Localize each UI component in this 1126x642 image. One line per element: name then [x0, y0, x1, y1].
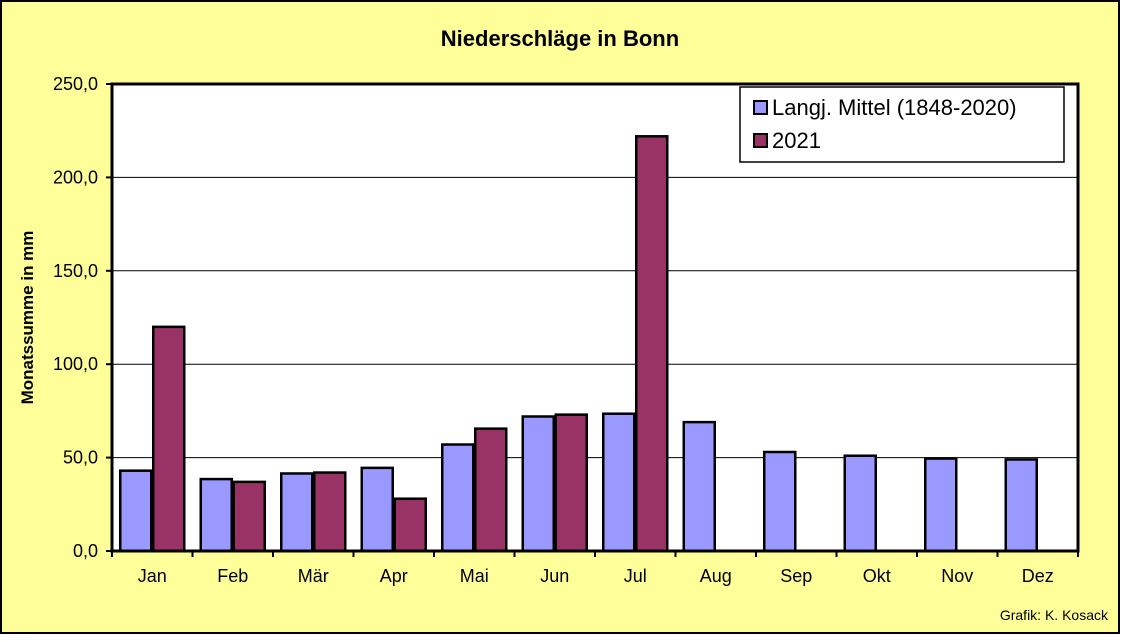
- bar: [393, 497, 427, 553]
- y-axis-ticks: 0,0 50,0 100,0 150,0 200,0 250,0: [53, 74, 112, 561]
- chart-title: Niederschläge in Bonn: [440, 26, 680, 51]
- x-tick-label: Jul: [624, 566, 647, 586]
- bar: [763, 450, 797, 553]
- legend-swatch: [753, 133, 768, 148]
- y-tick-label: 50,0: [63, 448, 98, 468]
- bar: [1004, 458, 1038, 553]
- x-tick-label: Nov: [941, 566, 973, 586]
- bar: [474, 427, 508, 553]
- y-axis-label: Monatssumme in mm: [18, 231, 37, 405]
- y-tick-label: 0,0: [73, 541, 98, 561]
- y-tick-label: 150,0: [53, 261, 98, 281]
- bar: [843, 454, 877, 553]
- y-tick-label: 200,0: [53, 167, 98, 187]
- bar: [152, 325, 186, 553]
- bar: [521, 415, 555, 553]
- legend-label: Langj. Mittel (1848-2020): [772, 95, 1017, 120]
- x-tick-label: Sep: [780, 566, 812, 586]
- x-tick-label: Feb: [217, 566, 248, 586]
- bar: [360, 466, 394, 553]
- x-tick-label: Okt: [863, 566, 891, 586]
- bar: [554, 413, 588, 553]
- bar: [441, 443, 475, 553]
- x-tick-label: Aug: [700, 566, 732, 586]
- bar: [924, 457, 958, 553]
- y-tick-label: 250,0: [53, 74, 98, 94]
- x-tick-label: Mai: [460, 566, 489, 586]
- x-tick-label: Apr: [380, 566, 408, 586]
- bar: [280, 472, 314, 553]
- bar: [199, 477, 233, 553]
- bar: [602, 412, 636, 553]
- x-axis-ticks: Jan Feb Mär Apr Mai Jun Jul Aug Sep Okt Nov Dez: [111, 551, 1079, 586]
- x-tick-label: Dez: [1022, 566, 1054, 586]
- gridlines: [112, 176, 1078, 459]
- legend-swatch: [753, 100, 768, 115]
- x-tick-label: Jun: [540, 566, 569, 586]
- legend-label: 2021: [772, 128, 821, 153]
- x-tick-label: Jan: [138, 566, 167, 586]
- bar: [232, 480, 266, 553]
- x-tick-label: Mär: [298, 566, 329, 586]
- bar: [119, 469, 153, 553]
- legend: Langj. Mittel (1848-2020) 2021: [739, 86, 1065, 163]
- bar: [313, 471, 347, 553]
- legend-box: [739, 86, 1065, 163]
- credit-text: Grafik: K. Kosack: [999, 607, 1108, 623]
- bar: [635, 135, 669, 553]
- bar: [682, 420, 716, 553]
- y-tick-label: 100,0: [53, 354, 98, 374]
